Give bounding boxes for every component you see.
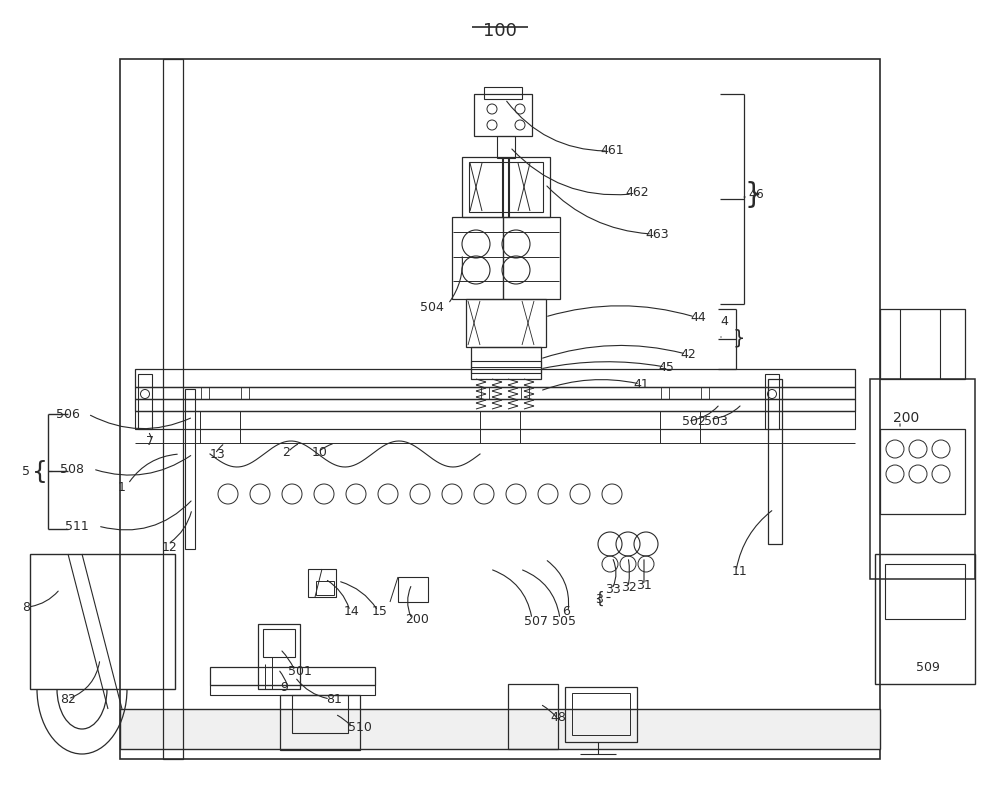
Text: 32: 32 <box>621 581 637 594</box>
Text: 1: 1 <box>118 481 126 494</box>
Text: 33: 33 <box>605 583 621 596</box>
Bar <box>30 554 175 689</box>
Text: 8: 8 <box>22 601 30 614</box>
Bar <box>471 362 541 374</box>
Bar <box>471 348 541 380</box>
Bar <box>120 60 880 759</box>
Text: 46: 46 <box>748 188 764 201</box>
Text: 13: 13 <box>210 448 226 461</box>
Text: 48: 48 <box>550 710 566 723</box>
Text: {: { <box>32 460 48 483</box>
Text: 12: 12 <box>162 541 178 554</box>
Text: 200: 200 <box>405 613 429 626</box>
Text: 6: 6 <box>562 605 570 618</box>
Bar <box>521 388 529 400</box>
Bar <box>163 60 183 759</box>
Bar <box>138 375 152 430</box>
Bar <box>201 388 209 400</box>
Text: 10: 10 <box>312 446 328 459</box>
Bar <box>452 217 560 299</box>
Bar <box>661 388 669 400</box>
Text: 5: 5 <box>22 465 30 478</box>
Bar <box>280 695 360 750</box>
Text: 461: 461 <box>600 144 624 157</box>
Bar <box>241 388 249 400</box>
Text: 42: 42 <box>680 348 696 361</box>
Text: 511: 511 <box>65 520 89 533</box>
Bar <box>398 577 428 603</box>
Text: 507: 507 <box>524 615 548 628</box>
Text: 4: 4 <box>720 315 728 328</box>
Text: 200: 200 <box>893 410 919 424</box>
Bar <box>765 375 779 430</box>
Bar <box>135 370 855 388</box>
Text: 45: 45 <box>658 361 674 374</box>
Bar <box>701 388 709 400</box>
Text: 11: 11 <box>732 564 748 577</box>
Text: 510: 510 <box>348 721 372 734</box>
Text: 31: 31 <box>636 579 652 592</box>
Text: 41: 41 <box>633 378 649 391</box>
Bar <box>572 693 630 735</box>
Text: }: } <box>744 181 762 208</box>
Bar <box>292 695 348 733</box>
Bar <box>135 400 855 411</box>
Text: 9: 9 <box>280 680 288 693</box>
Bar <box>210 667 375 685</box>
Bar <box>875 554 975 684</box>
Text: 7: 7 <box>146 435 154 448</box>
Bar <box>308 569 336 597</box>
Bar <box>258 624 300 689</box>
Bar <box>135 411 855 430</box>
Text: 100: 100 <box>483 22 517 40</box>
Text: 44: 44 <box>690 311 706 324</box>
Text: 82: 82 <box>60 693 76 706</box>
Bar <box>120 709 880 749</box>
Bar <box>462 158 550 217</box>
Text: 506: 506 <box>56 408 80 421</box>
Text: 501: 501 <box>288 665 312 678</box>
Text: 463: 463 <box>645 228 669 241</box>
Bar <box>880 430 965 514</box>
Bar <box>768 380 782 544</box>
Bar <box>316 581 334 595</box>
Text: {: { <box>594 590 604 605</box>
Bar <box>565 687 637 742</box>
Text: 3: 3 <box>595 593 603 606</box>
Bar <box>474 95 532 137</box>
Text: 509: 509 <box>916 661 940 674</box>
Bar <box>484 88 522 100</box>
Bar <box>466 299 546 348</box>
Bar <box>185 389 195 549</box>
Bar <box>135 388 855 400</box>
Bar <box>263 629 295 657</box>
Bar <box>210 685 375 695</box>
Text: 502: 502 <box>682 415 706 428</box>
Text: 462: 462 <box>625 185 649 198</box>
Text: 2: 2 <box>282 446 290 459</box>
Bar <box>497 137 515 159</box>
Bar <box>870 380 975 579</box>
Text: 508: 508 <box>60 463 84 476</box>
Bar <box>885 564 965 620</box>
Bar <box>469 163 543 212</box>
Text: 15: 15 <box>372 605 388 618</box>
Text: 504: 504 <box>420 301 444 314</box>
Bar <box>880 310 965 380</box>
Bar <box>481 388 489 400</box>
Text: }: } <box>733 328 746 347</box>
Bar <box>508 684 558 749</box>
Text: 14: 14 <box>344 605 360 618</box>
Text: 505: 505 <box>552 615 576 628</box>
Text: 503: 503 <box>704 415 728 428</box>
Text: 81: 81 <box>326 693 342 706</box>
